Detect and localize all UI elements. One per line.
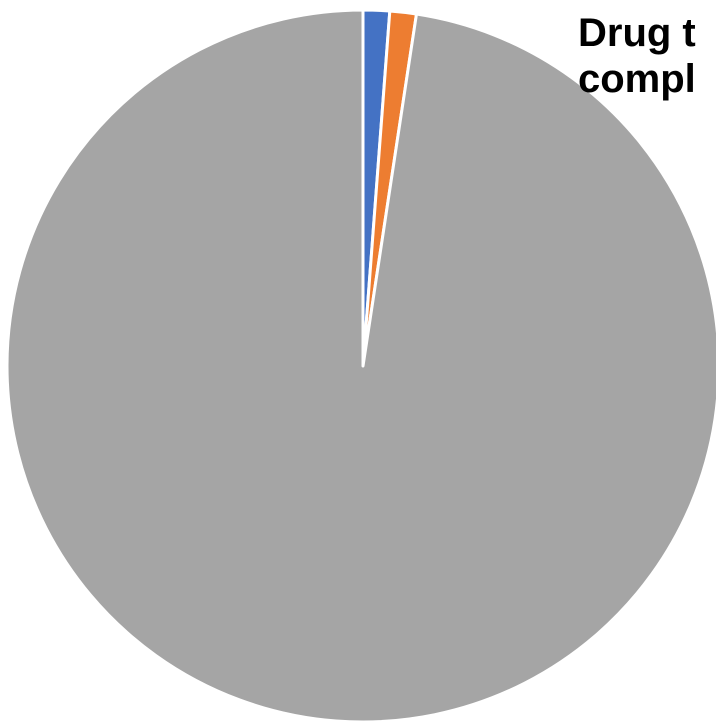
pie-slice-3 [5,8,716,724]
chart-title-line-1: Drug t [578,11,696,55]
chart-title-line-2: compl [578,57,696,101]
chart-title: Drug t compl [578,10,716,102]
